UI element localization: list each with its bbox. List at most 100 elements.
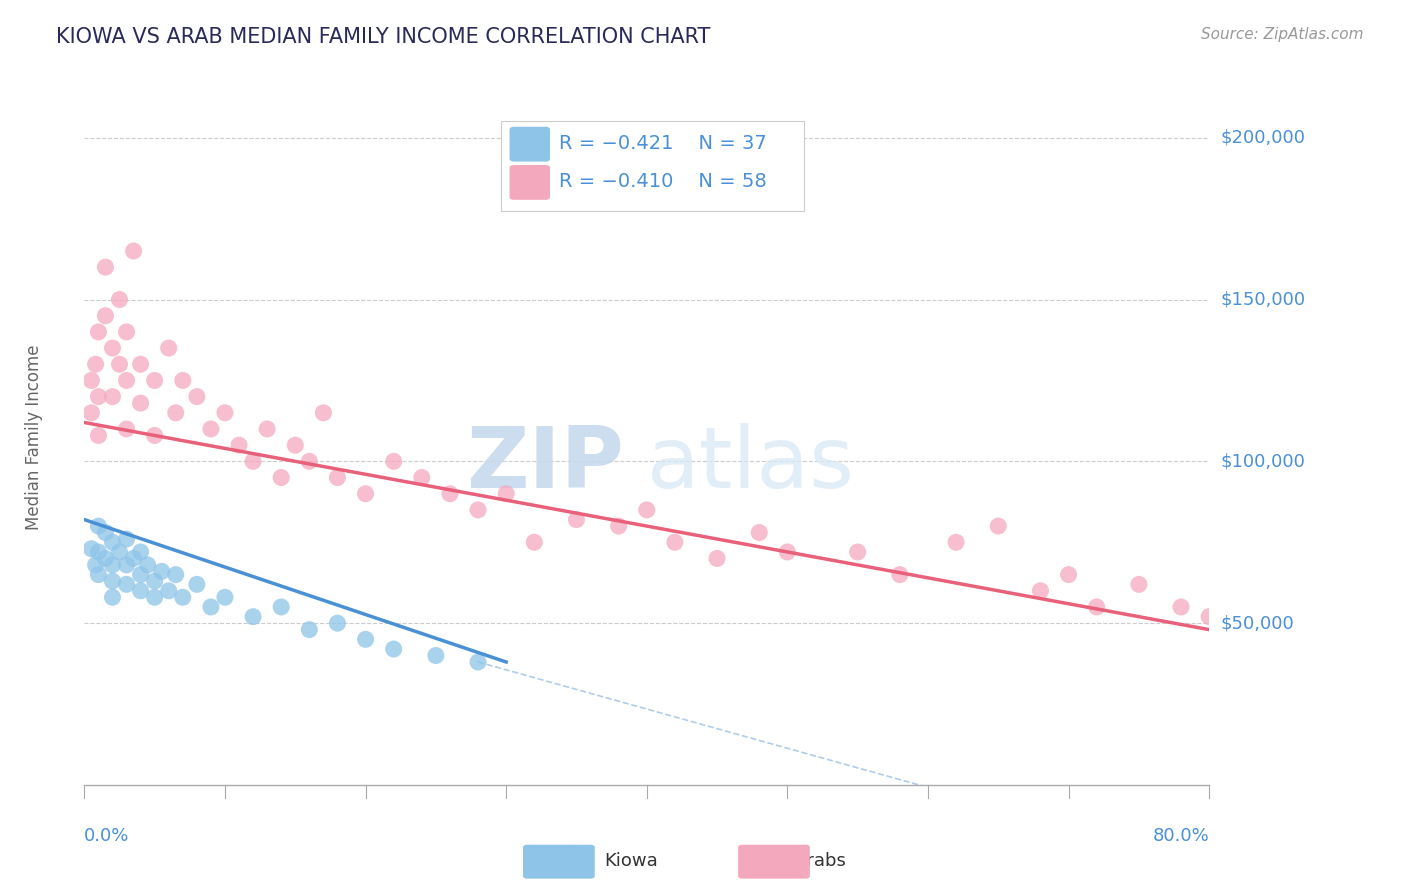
- Point: [94, 309, 117, 323]
- Point: [101, 390, 124, 404]
- Point: [122, 244, 145, 258]
- Point: [143, 428, 166, 442]
- Text: atlas: atlas: [647, 424, 855, 507]
- Point: [143, 374, 166, 388]
- Point: [186, 390, 208, 404]
- Point: [165, 406, 187, 420]
- Point: [411, 470, 433, 484]
- Point: [354, 486, 377, 500]
- Point: [80, 374, 103, 388]
- Point: [987, 519, 1010, 533]
- Point: [607, 519, 630, 533]
- Point: [326, 616, 349, 631]
- Point: [87, 519, 110, 533]
- Point: [165, 567, 187, 582]
- Point: [108, 357, 131, 371]
- Point: [129, 583, 152, 598]
- Point: [439, 486, 461, 500]
- Text: Median Family Income: Median Family Income: [25, 344, 42, 530]
- Point: [84, 558, 107, 572]
- Point: [1128, 577, 1150, 591]
- FancyBboxPatch shape: [501, 120, 804, 211]
- Text: Kiowa: Kiowa: [605, 852, 658, 870]
- Point: [172, 591, 194, 605]
- Text: 0.0%: 0.0%: [84, 827, 129, 845]
- Point: [157, 583, 180, 598]
- Point: [129, 545, 152, 559]
- Point: [108, 545, 131, 559]
- Point: [101, 341, 124, 355]
- Point: [87, 325, 110, 339]
- Point: [298, 454, 321, 468]
- Point: [101, 535, 124, 549]
- Point: [242, 454, 264, 468]
- Point: [1085, 599, 1108, 614]
- Text: ZIP: ZIP: [467, 424, 624, 507]
- Point: [200, 599, 222, 614]
- Point: [84, 357, 107, 371]
- Point: [326, 470, 349, 484]
- Point: [115, 374, 138, 388]
- Text: KIOWA VS ARAB MEDIAN FAMILY INCOME CORRELATION CHART: KIOWA VS ARAB MEDIAN FAMILY INCOME CORRE…: [56, 27, 710, 46]
- Point: [1170, 599, 1192, 614]
- Point: [129, 396, 152, 410]
- Point: [101, 558, 124, 572]
- Point: [284, 438, 307, 452]
- Point: [115, 577, 138, 591]
- Text: Source: ZipAtlas.com: Source: ZipAtlas.com: [1201, 27, 1364, 42]
- Point: [523, 535, 546, 549]
- Point: [354, 632, 377, 647]
- Point: [115, 422, 138, 436]
- Point: [565, 513, 588, 527]
- Point: [228, 438, 250, 452]
- Text: $100,000: $100,000: [1220, 452, 1305, 470]
- Point: [150, 565, 173, 579]
- Point: [87, 567, 110, 582]
- Point: [945, 535, 967, 549]
- Point: [425, 648, 447, 663]
- Point: [129, 567, 152, 582]
- Point: [157, 341, 180, 355]
- Point: [270, 599, 292, 614]
- Point: [214, 406, 236, 420]
- Point: [101, 574, 124, 588]
- Point: [298, 623, 321, 637]
- Point: [889, 567, 911, 582]
- Point: [172, 374, 194, 388]
- Text: Arabs: Arabs: [794, 852, 846, 870]
- Point: [143, 574, 166, 588]
- Point: [256, 422, 278, 436]
- Point: [312, 406, 335, 420]
- Point: [80, 406, 103, 420]
- Point: [115, 558, 138, 572]
- Point: [115, 532, 138, 546]
- Point: [382, 454, 405, 468]
- Point: [706, 551, 728, 566]
- Point: [143, 591, 166, 605]
- Point: [122, 551, 145, 566]
- Point: [129, 357, 152, 371]
- Point: [94, 525, 117, 540]
- Point: [382, 642, 405, 657]
- Point: [101, 591, 124, 605]
- Point: [776, 545, 799, 559]
- Point: [214, 591, 236, 605]
- Text: $200,000: $200,000: [1220, 128, 1305, 147]
- Text: $150,000: $150,000: [1220, 291, 1306, 309]
- Point: [136, 558, 159, 572]
- Point: [108, 293, 131, 307]
- Point: [87, 428, 110, 442]
- Point: [1057, 567, 1080, 582]
- Point: [748, 525, 770, 540]
- FancyBboxPatch shape: [509, 165, 550, 200]
- Point: [846, 545, 869, 559]
- Point: [94, 551, 117, 566]
- Text: $50,000: $50,000: [1220, 615, 1294, 632]
- Point: [242, 609, 264, 624]
- Point: [664, 535, 686, 549]
- Point: [115, 325, 138, 339]
- Point: [1029, 583, 1052, 598]
- Point: [87, 390, 110, 404]
- Point: [467, 503, 489, 517]
- Point: [1198, 609, 1220, 624]
